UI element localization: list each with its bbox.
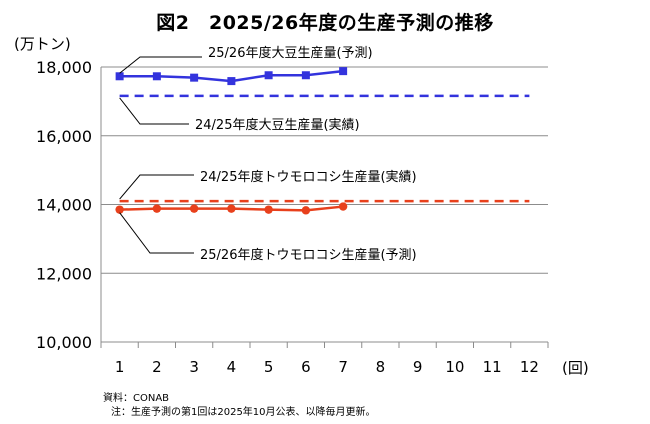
x-tick-label: 6 xyxy=(301,358,311,376)
data-point-circle xyxy=(152,204,162,213)
x-tick-label: 7 xyxy=(338,358,348,376)
x-tick-label: 8 xyxy=(376,358,386,376)
data-point-square xyxy=(301,71,310,80)
y-axis-unit: (万トン) xyxy=(14,35,71,53)
x-axis-unit: (回) xyxy=(562,359,589,377)
data-point-square xyxy=(152,72,161,81)
data-point-circle xyxy=(115,205,124,214)
series-label: 25/26年度トウモロコシ生産量(予測) xyxy=(200,247,417,263)
x-tick-label: 11 xyxy=(483,358,502,376)
series-label: 24/25年度大豆生産量(実績) xyxy=(195,117,360,133)
source-note: 資料：CONAB xyxy=(103,393,170,404)
series-label: 25/26年度大豆生産量(予測) xyxy=(208,45,373,61)
y-tick-label: 12,000 xyxy=(36,264,92,283)
y-tick-label: 10,000 xyxy=(36,333,92,352)
y-tick-label: 16,000 xyxy=(36,127,92,146)
y-tick-label: 18,000 xyxy=(36,58,92,77)
footnote: 注：生産予測の第1回は2025年10月公表、以降毎月更新。 xyxy=(111,407,376,418)
data-point-circle xyxy=(338,202,348,211)
leader-line xyxy=(119,174,194,200)
data-point-square xyxy=(115,72,124,81)
data-point-square xyxy=(264,71,273,80)
x-tick-label: 3 xyxy=(189,358,199,376)
leader-line xyxy=(119,212,194,254)
x-tick-label: 5 xyxy=(264,358,274,376)
data-point-square xyxy=(339,67,348,76)
data-point-circle xyxy=(301,206,311,215)
x-tick-label: 2 xyxy=(152,358,162,376)
y-tick-label: 14,000 xyxy=(36,196,92,215)
data-point-circle xyxy=(189,204,199,213)
x-tick-label: 9 xyxy=(413,358,423,376)
leader-line xyxy=(119,97,189,125)
data-point-square xyxy=(227,77,236,86)
leader-line xyxy=(119,56,202,74)
chart-title: 図2 2025/26年度の生産予測の推移 xyxy=(156,12,494,34)
x-tick-label: 10 xyxy=(445,358,464,376)
series-label: 24/25年度トウモロコシ生産量(実績) xyxy=(200,169,417,185)
data-point-square xyxy=(190,73,199,82)
data-point-circle xyxy=(264,205,273,214)
data-point-circle xyxy=(227,204,236,213)
x-tick-label: 1 xyxy=(115,358,125,376)
x-tick-label: 12 xyxy=(520,358,539,376)
x-tick-label: 4 xyxy=(227,358,237,376)
